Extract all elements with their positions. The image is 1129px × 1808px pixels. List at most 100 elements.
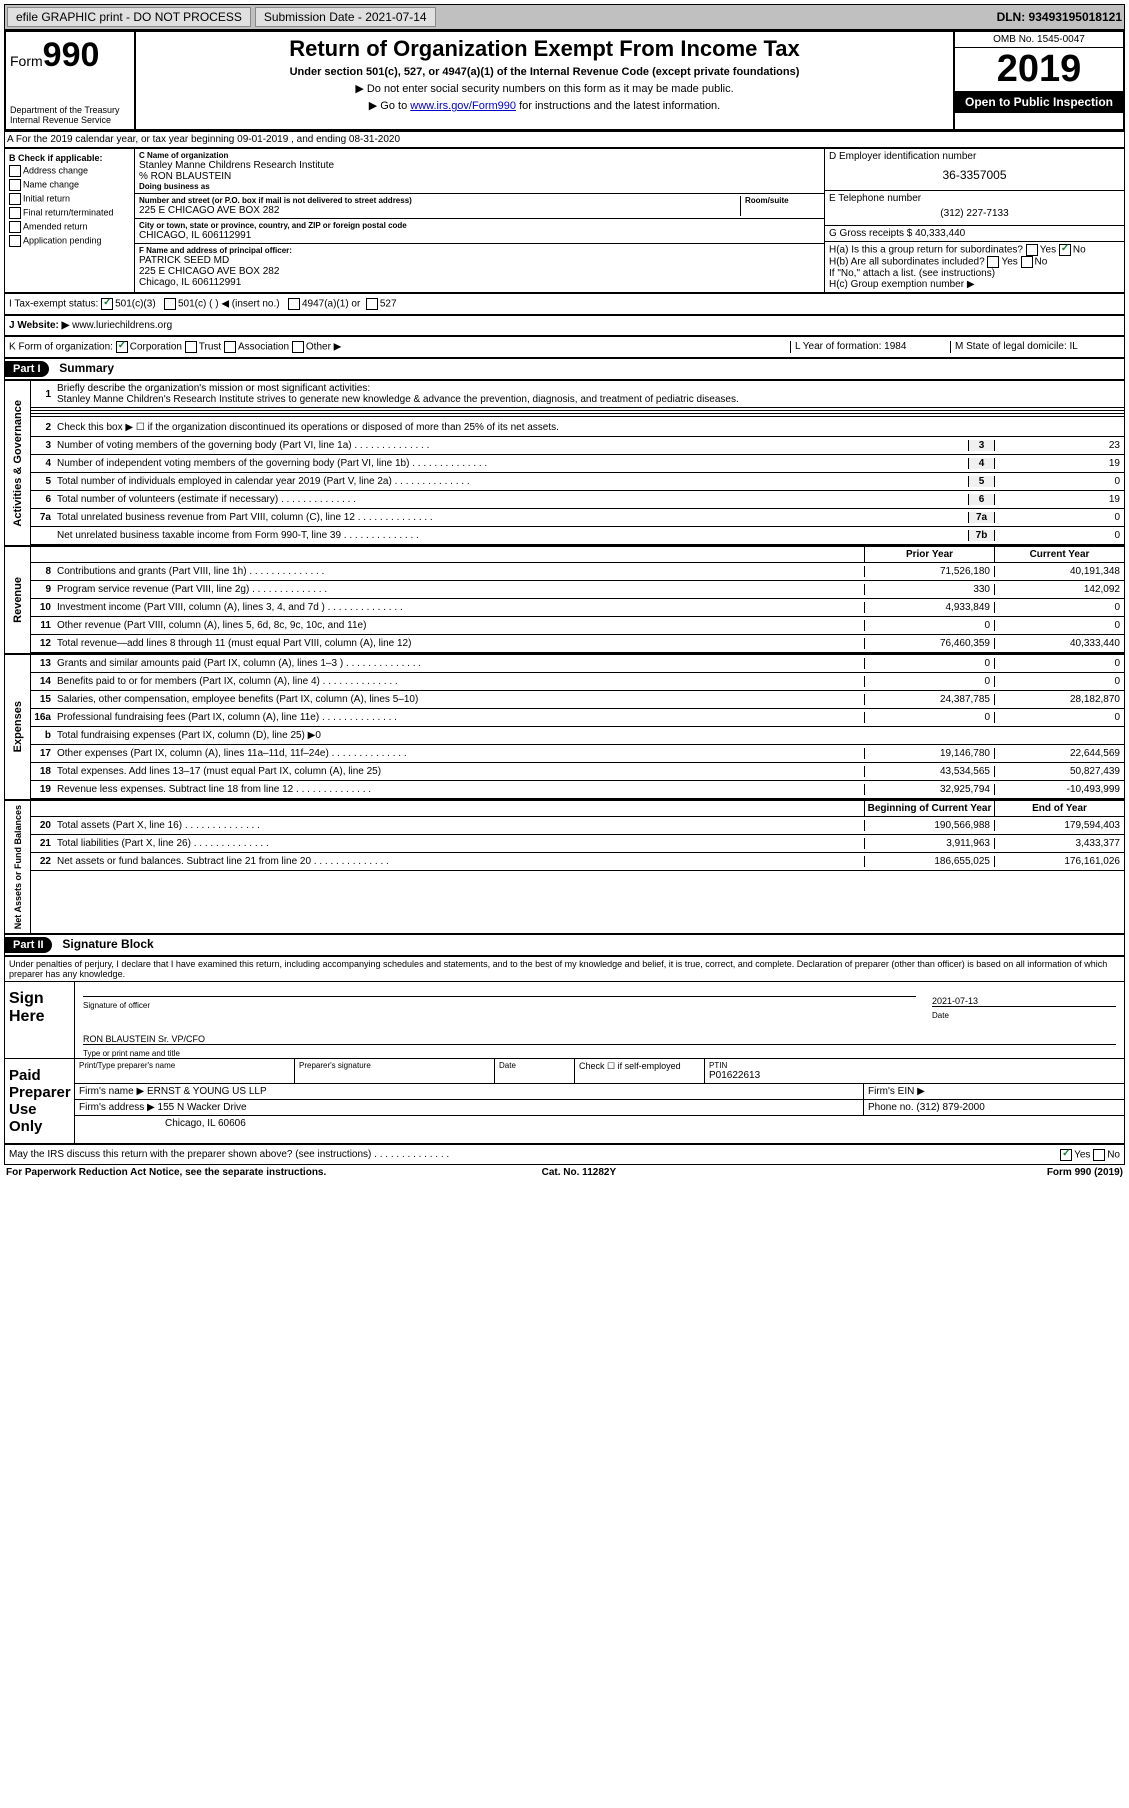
- l21-curr: 3,433,377: [994, 838, 1124, 849]
- goto-post: for instructions and the latest informat…: [516, 100, 720, 112]
- lbl-assoc: Association: [238, 342, 289, 353]
- chk-final-return[interactable]: Final return/terminated: [9, 207, 130, 219]
- box-c-lbl: C Name of organization: [139, 151, 820, 160]
- discuss-yes[interactable]: [1060, 1149, 1072, 1161]
- lbl-trust: Trust: [199, 342, 221, 353]
- lbl-4947: 4947(a)(1) or: [302, 299, 360, 310]
- no-lbl: No: [1107, 1150, 1120, 1161]
- discuss-no[interactable]: [1093, 1149, 1105, 1161]
- l13-desc: Grants and similar amounts paid (Part IX…: [55, 656, 864, 671]
- l9-prior: 330: [864, 584, 994, 595]
- l20-curr: 179,594,403: [994, 820, 1124, 831]
- officer-addr2: Chicago, IL 606112991: [139, 277, 820, 288]
- form-subtitle: Under section 501(c), 527, or 4947(a)(1)…: [140, 66, 949, 78]
- chk-initial-return[interactable]: Initial return: [9, 193, 130, 205]
- l7a-val: 0: [994, 512, 1124, 523]
- dba-lbl: Doing business as: [139, 182, 820, 191]
- l13-prior: 0: [864, 658, 994, 669]
- l20-desc: Total assets (Part X, line 16): [55, 818, 864, 833]
- form-org-lbl: K Form of organization:: [9, 342, 113, 353]
- prep-sig-lbl: Preparer's signature: [299, 1061, 490, 1070]
- chk-address-change[interactable]: Address change: [9, 165, 130, 177]
- l21-desc: Total liabilities (Part X, line 26): [55, 836, 864, 851]
- perjury-declaration: Under penalties of perjury, I declare th…: [5, 957, 1124, 982]
- l9-curr: 142,092: [994, 584, 1124, 595]
- efile-print-button[interactable]: efile GRAPHIC print - DO NOT PROCESS: [7, 7, 251, 27]
- chk-527[interactable]: [366, 298, 378, 310]
- domicile: IL: [1070, 341, 1078, 352]
- row-i-tax-status: I Tax-exempt status: 501(c)(3) 501(c) ( …: [4, 293, 1125, 315]
- box-b-hdr: B Check if applicable:: [9, 153, 130, 163]
- addr-lbl: Number and street (or P.O. box if mail i…: [139, 196, 740, 205]
- irs-link[interactable]: www.irs.gov/Form990: [410, 100, 516, 112]
- dln: DLN: 93493195018121: [997, 10, 1122, 24]
- l17-desc: Other expenses (Part IX, column (A), lin…: [55, 746, 864, 761]
- website-url: www.luriechildrens.org: [72, 320, 172, 331]
- l22-desc: Net assets or fund balances. Subtract li…: [55, 854, 864, 869]
- l15-prior: 24,387,785: [864, 694, 994, 705]
- chk-app-pending[interactable]: Application pending: [9, 235, 130, 247]
- chk-trust[interactable]: [185, 341, 197, 353]
- l20-prior: 190,566,988: [864, 820, 994, 831]
- lbl-501c3: 501(c)(3): [115, 299, 156, 310]
- chk-name-change[interactable]: Name change: [9, 179, 130, 191]
- gross-receipts: 40,333,440: [915, 228, 965, 239]
- chk-corp[interactable]: [116, 341, 128, 353]
- org-name: Stanley Manne Childrens Research Institu…: [139, 160, 820, 171]
- chk-amended[interactable]: Amended return: [9, 221, 130, 233]
- chk-4947[interactable]: [288, 298, 300, 310]
- l17-prior: 19,146,780: [864, 748, 994, 759]
- l19-prior: 32,925,794: [864, 784, 994, 795]
- typed-name-lbl: Type or print name and title: [83, 1049, 1124, 1058]
- net-assets-section: Net Assets or Fund Balances Beginning of…: [4, 800, 1125, 934]
- chk-other[interactable]: [292, 341, 304, 353]
- identity-block: B Check if applicable: Address change Na…: [4, 148, 1125, 293]
- chk-assoc[interactable]: [224, 341, 236, 353]
- h-a: H(a) Is this a group return for subordin…: [829, 244, 1120, 256]
- l4-desc: Number of independent voting members of …: [55, 456, 968, 471]
- l5-desc: Total number of individuals employed in …: [55, 474, 968, 489]
- l10-curr: 0: [994, 602, 1124, 613]
- instructions-link-row: ▶ Go to www.irs.gov/Form990 for instruct…: [140, 99, 949, 112]
- care-of: % RON BLAUSTEIN: [139, 171, 820, 182]
- l18-desc: Total expenses. Add lines 13–17 (must eq…: [55, 764, 864, 779]
- l5-val: 0: [994, 476, 1124, 487]
- discuss-lbl: May the IRS discuss this return with the…: [9, 1149, 449, 1160]
- lbl-527: 527: [380, 299, 397, 310]
- firm-addr-lbl: Firm's address ▶: [79, 1102, 155, 1113]
- vert-exp: Expenses: [10, 697, 26, 756]
- room-lbl: Room/suite: [745, 196, 820, 205]
- yes-lbl: Yes: [1074, 1150, 1090, 1161]
- beg-year-hdr: Beginning of Current Year: [864, 801, 994, 816]
- l14-desc: Benefits paid to or for members (Part IX…: [55, 674, 864, 689]
- tax-year: 2019: [955, 48, 1123, 91]
- end-year-hdr: End of Year: [994, 801, 1124, 816]
- vert-rev: Revenue: [10, 573, 26, 627]
- ssn-warning: ▶ Do not enter social security numbers o…: [140, 82, 949, 95]
- open-inspection: Open to Public Inspection: [955, 91, 1123, 113]
- l13-curr: 0: [994, 658, 1124, 669]
- chk-501c3[interactable]: [101, 298, 113, 310]
- ein: 36-3357005: [829, 162, 1120, 188]
- lbl-corp: Corporation: [130, 342, 182, 353]
- expenses-section: Expenses 13Grants and similar amounts pa…: [4, 654, 1125, 800]
- submission-date: Submission Date - 2021-07-14: [255, 7, 436, 27]
- box-d-lbl: D Employer identification number: [829, 151, 1120, 162]
- top-toolbar: efile GRAPHIC print - DO NOT PROCESS Sub…: [4, 4, 1125, 30]
- omb-number: OMB No. 1545-0047: [955, 32, 1123, 48]
- l15-curr: 28,182,870: [994, 694, 1124, 705]
- l17-curr: 22,644,569: [994, 748, 1124, 759]
- goto-pre: ▶ Go to: [369, 100, 410, 112]
- tax-status-lbl: I Tax-exempt status:: [9, 299, 98, 310]
- chk-501c[interactable]: [164, 298, 176, 310]
- l12-prior: 76,460,359: [864, 638, 994, 649]
- l4-val: 19: [994, 458, 1124, 469]
- officer-addr1: 225 E CHICAGO AVE BOX 282: [139, 266, 820, 277]
- part1-hdr: Part I: [5, 361, 49, 377]
- h-c: H(c) Group exemption number ▶: [829, 279, 1120, 290]
- box-f-lbl: F Name and address of principal officer:: [139, 246, 820, 255]
- irs-label: Internal Revenue Service: [10, 115, 130, 125]
- l16a-curr: 0: [994, 712, 1124, 723]
- l6-desc: Total number of volunteers (estimate if …: [55, 492, 968, 507]
- sign-date: 2021-07-13: [932, 986, 1116, 1007]
